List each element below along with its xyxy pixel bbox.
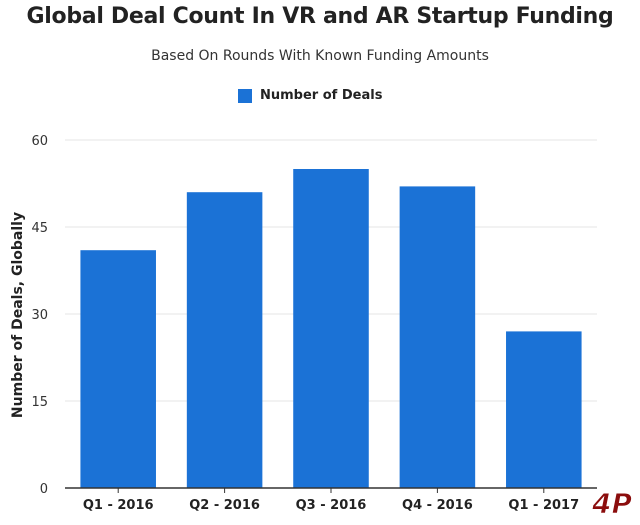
x-tick-label: Q1 - 2017 <box>508 498 579 513</box>
y-tick-label: 60 <box>31 134 48 149</box>
y-tick-label: 15 <box>31 395 48 410</box>
x-axis-ticks: Q1 - 2016 Q2 - 2016 Q3 - 2016 Q4 - 2016 Q1 -… <box>83 488 579 513</box>
legend: Number of Deals <box>238 88 382 103</box>
legend-swatch <box>238 88 252 103</box>
bar <box>186 192 263 488</box>
legend-label-number-of-deals: Number of Deals <box>260 88 383 103</box>
x-tick-label: Q1 - 2016 <box>83 498 154 513</box>
bars <box>80 169 582 488</box>
x-tick-label: Q2 - 2016 <box>189 498 260 513</box>
chart-subtitle: Based On Rounds With Known Funding Amoun… <box>151 48 489 64</box>
y-tick-label: 0 <box>40 482 48 497</box>
watermark-logo: 4P <box>591 487 633 520</box>
bar <box>293 169 369 488</box>
y-tick-label: 30 <box>31 308 48 323</box>
watermark-text: 4P <box>591 487 632 519</box>
x-tick-label: Q4 - 2016 <box>402 498 473 513</box>
bar <box>506 331 582 488</box>
chart-title: Global Deal Count In VR and AR Startup F… <box>26 4 614 29</box>
y-axis-ticks: 0 15 30 45 60 <box>31 134 48 497</box>
bar <box>399 186 476 488</box>
y-axis-label: Number of Deals, Globally <box>10 212 26 418</box>
y-tick-label: 45 <box>31 221 48 236</box>
x-tick-label: Q3 - 2016 <box>296 498 367 513</box>
bar <box>80 250 156 488</box>
